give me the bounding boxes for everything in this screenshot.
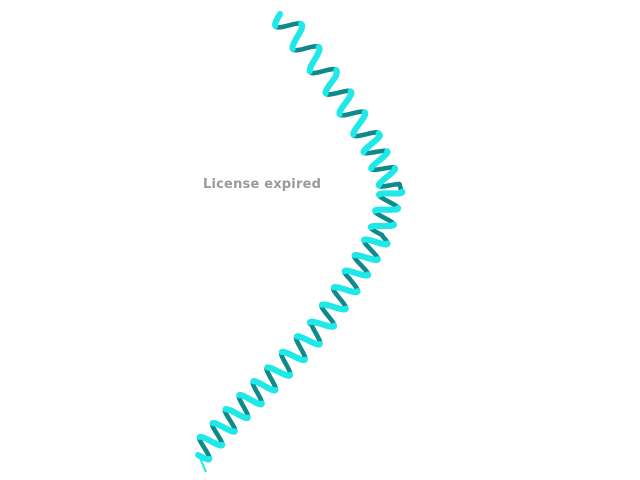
helix-front-strand [195, 11, 406, 473]
license-expired-watermark: License expired [203, 177, 322, 192]
helix-segment [195, 452, 203, 459]
helix-terminal-tail [199, 457, 207, 473]
